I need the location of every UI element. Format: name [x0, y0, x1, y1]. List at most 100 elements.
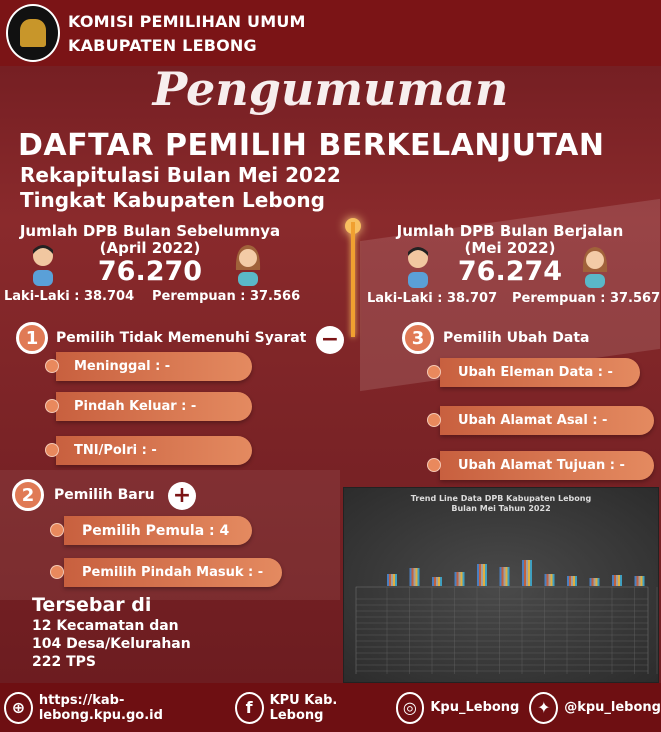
- bullet-icon: [45, 443, 59, 457]
- previous-total: 76.270: [97, 256, 203, 287]
- male-avatar-icon: [408, 247, 428, 288]
- chart-bar: [552, 574, 555, 586]
- chart-bar: [591, 578, 594, 586]
- twitter-icon: ✦: [529, 691, 559, 724]
- chart-bar: [440, 577, 442, 586]
- chart-bar: [530, 560, 532, 586]
- chart-bar: [413, 568, 416, 586]
- chart-bar: [481, 564, 483, 586]
- item-meninggal: Meninggal : -: [56, 352, 252, 381]
- chart-bar: [409, 568, 412, 586]
- website-link[interactable]: https://kab-lebong.kpu.go.id: [38, 692, 163, 723]
- footer-bar: ⊕ https://kab-lebong.kpu.go.id f KPU Kab…: [0, 683, 661, 732]
- current-title: Jumlah DPB Bulan Berjalan: [396, 222, 624, 240]
- chart-bar: [612, 575, 614, 586]
- item-tni-polri: TNI/Polri : -: [56, 436, 252, 465]
- chart-bar: [432, 577, 434, 586]
- instagram-link[interactable]: Kpu_Lebong: [430, 700, 520, 715]
- instagram-icon: ◎: [395, 691, 425, 724]
- item-ubah-elemen: Ubah Eleman Data : -: [440, 358, 640, 387]
- chart-bar: [458, 572, 461, 586]
- chart-bar: [417, 568, 420, 586]
- item-ubah-alamat-tujuan: Ubah Alamat Tujuan : -: [440, 451, 654, 480]
- chart-bar: [595, 578, 598, 586]
- chart-bar: [479, 564, 481, 586]
- chart-bar: [618, 575, 620, 586]
- section-2-title: Pemilih Baru: [54, 487, 155, 503]
- chart-table-frame: [355, 586, 649, 680]
- chart-bar: [642, 576, 645, 586]
- spread-kecamatan: 12 Kecamatan dan: [32, 618, 179, 634]
- item-ubah-alamat-asal: Ubah Alamat Asal : -: [440, 406, 654, 435]
- bullet-icon: [427, 458, 441, 472]
- divider-line: [351, 222, 355, 337]
- current-month-block: Jumlah DPB Bulan Berjalan (Mei 2022) 76.…: [360, 223, 660, 287]
- section-1-title: Pemilih Tidak Memenuhi Syarat: [56, 330, 307, 346]
- trend-chart-image: Trend Line Data DPB Kabupaten Lebong Bul…: [343, 487, 659, 691]
- chart-bar: [620, 575, 622, 586]
- chart-bar: [415, 568, 418, 586]
- chart-bar: [548, 574, 551, 586]
- previous-month-block: Jumlah DPB Bulan Sebelumnya (April 2022)…: [0, 223, 300, 287]
- subtitle-level: Tingkat Kabupaten Lebong: [20, 188, 325, 212]
- chart-bar: [456, 572, 459, 586]
- chart-bar: [524, 560, 526, 586]
- current-period: (Mei 2022): [464, 239, 556, 257]
- previous-male: Laki-Laki : 38.704: [4, 289, 135, 304]
- bullet-icon: [50, 565, 64, 579]
- chart-bar: [544, 574, 547, 586]
- item-pindah-keluar: Pindah Keluar : -: [56, 392, 252, 421]
- chart-bar: [436, 577, 438, 586]
- kpu-logo: [6, 4, 60, 62]
- chart-bar: [550, 574, 553, 586]
- subtitle: Rekapitulasi Bulan Mei 2022: [20, 163, 341, 187]
- section-2-number: 2: [12, 479, 44, 511]
- chart-bar: [389, 574, 391, 586]
- section-1-number: 1: [16, 322, 48, 354]
- bullet-icon: [427, 413, 441, 427]
- current-total: 76.274: [457, 256, 563, 287]
- chart-title: Trend Line Data DPB Kabupaten Lebong: [410, 494, 592, 503]
- chart-bar: [616, 575, 618, 586]
- female-avatar-icon: [582, 247, 608, 288]
- spread-details: 12 Kecamatan dan 104 Desa/Kelurahan 222 …: [32, 617, 191, 671]
- chart-bar: [569, 576, 571, 586]
- current-male: Laki-Laki : 38.707: [367, 291, 498, 306]
- female-avatar-icon: [235, 245, 261, 286]
- garuda-icon: [20, 19, 46, 47]
- previous-female: Perempuan : 37.566: [152, 289, 301, 304]
- chart-bar: [393, 574, 395, 586]
- current-female: Perempuan : 37.567: [512, 291, 661, 306]
- chart-bar: [483, 564, 485, 586]
- section-3-title: Pemilih Ubah Data: [443, 330, 590, 346]
- chart-bar: [546, 574, 549, 586]
- chart-bar: [387, 574, 389, 586]
- chart-bar: [477, 564, 479, 586]
- bullet-icon: [45, 399, 59, 413]
- chart-bar: [411, 568, 414, 586]
- facebook-link[interactable]: KPU Kab. Lebong: [269, 692, 338, 723]
- header-bar: [0, 0, 661, 66]
- chart-bar: [391, 574, 393, 586]
- chart-bar: [636, 576, 639, 586]
- chart-bar: [638, 576, 641, 586]
- chart-bar: [614, 575, 616, 586]
- chart-subtitle: Bulan Mei Tahun 2022: [451, 504, 551, 513]
- bullet-icon: [45, 359, 59, 373]
- chart-bar: [395, 574, 397, 586]
- chart-bar: [460, 572, 463, 586]
- chart-bar: [567, 576, 569, 586]
- chart-bar: [597, 578, 600, 586]
- chart-bar: [528, 560, 530, 586]
- section-3-number: 3: [402, 322, 434, 354]
- chart-bar: [434, 577, 436, 586]
- previous-period: (April 2022): [99, 239, 201, 257]
- bullet-icon: [427, 365, 441, 379]
- chart-bar: [634, 576, 637, 586]
- chart-bar: [640, 576, 643, 586]
- twitter-link[interactable]: @kpu_lebong: [564, 700, 661, 715]
- previous-title: Jumlah DPB Bulan Sebelumnya: [19, 222, 281, 240]
- chart-bar: [438, 577, 440, 586]
- chart-bar: [522, 560, 524, 586]
- chart-bar: [573, 576, 575, 586]
